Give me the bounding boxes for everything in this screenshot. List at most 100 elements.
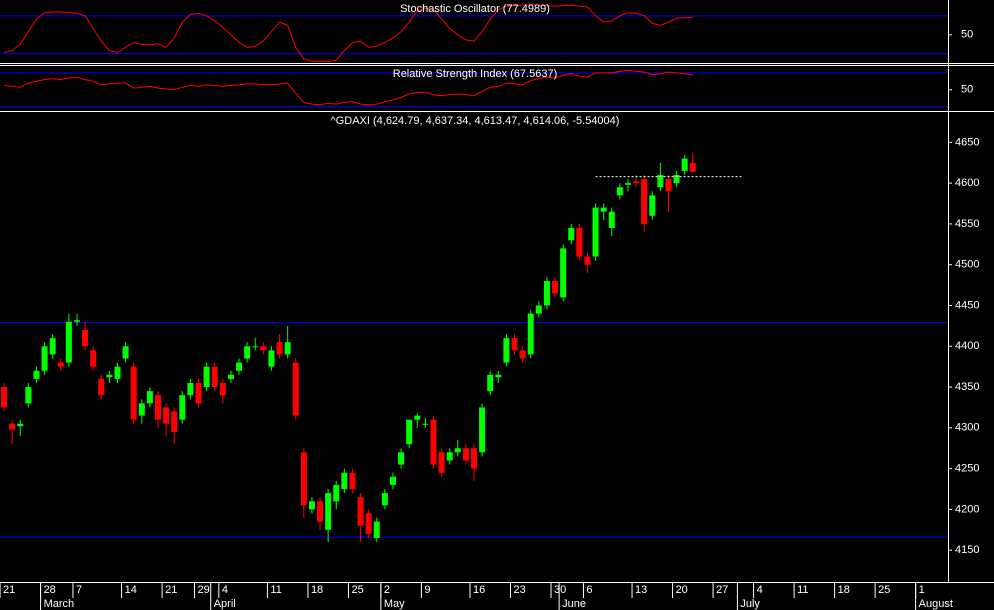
x-tick-label: 7 [76,584,82,596]
x-tick-label: 6 [586,584,592,596]
candle-body [438,452,445,473]
candle-body [155,395,161,420]
x-tick-label: 1 [919,584,925,596]
candle-body [414,415,421,420]
y-tick-label: 4450 [955,299,979,311]
candle-body [82,329,89,347]
month-label: March [44,598,75,610]
y-tick-label: 4500 [955,259,979,271]
x-tick-label: 2 [384,584,390,596]
candle-body [90,350,97,367]
x-tick-label: 14 [125,584,137,596]
candle-body [389,476,396,485]
candle-body [681,158,688,171]
candle-body [584,256,591,265]
stochastic-title: Stochastic Oscillator (77.4989) [400,3,550,15]
candle-body [633,181,640,184]
candle-body [308,501,315,510]
y-tick-label: 4400 [955,340,979,352]
x-tick-label: 11 [797,584,808,596]
candle-body [454,448,461,453]
y-tick-label: 4150 [955,544,979,556]
y-tick-label: 4550 [955,218,979,230]
candle-body [317,501,324,522]
candle-body [487,374,494,392]
candle-body [57,362,64,367]
candle-body [398,452,405,465]
candle-body [471,448,477,469]
candle-body [673,174,680,184]
candle-body [219,382,226,396]
y-tick-label: 4350 [955,381,979,393]
candle-body [592,207,599,257]
indicator-line [3,3,693,62]
candle-body [122,346,129,359]
candle-body [9,423,16,430]
candle-body [576,228,583,257]
month-label: June [562,598,586,610]
candle-body [495,374,502,378]
candle-body [163,407,170,424]
x-tick-label: 13 [635,584,647,596]
candle-body [114,366,121,379]
indicator-line [4,69,693,106]
x-tick-label: 4 [757,584,763,596]
candle-body [276,342,283,355]
candle-body [552,281,559,294]
x-tick-label: 21 [165,584,177,596]
x-tick-label: 28 [44,584,56,596]
x-tick-label: 29 [198,584,210,596]
x-tick-label: 18 [838,584,850,596]
candle-body [252,346,259,348]
y-tick-label: 4200 [955,503,979,515]
candle-body [300,452,307,506]
x-tick-label: 18 [311,584,323,596]
candle-body [365,513,372,534]
x-tick-label: 9 [424,584,430,596]
candle-body [462,448,469,461]
candle-body [268,350,275,367]
candle-body [195,382,202,404]
candle-body [479,407,486,453]
x-tick-label: 16 [473,584,485,596]
y-tick-label: 4600 [955,177,979,189]
candle-body [73,320,80,322]
candle-body [284,342,291,355]
candle-body [236,362,243,371]
candle-body [381,493,388,506]
candle-body [503,338,510,363]
candle-body [624,183,631,185]
x-tick-label: 23 [514,584,526,596]
candle-body [244,346,251,359]
candle-body [292,362,299,416]
candle-body [260,346,267,351]
candle-body [641,179,648,224]
candle-body [357,497,364,526]
candle-body [689,162,696,172]
candle-body [341,472,348,490]
candle-body [349,472,356,490]
candle-body [41,346,48,371]
candle-body [649,195,656,216]
x-tick-label: 25 [351,584,363,596]
y-tick-label: 50 [961,29,973,41]
candle-body [616,187,623,196]
candle-body [65,321,72,363]
month-label: July [740,598,760,610]
candle-body [406,419,413,445]
y-tick-label: 4250 [955,463,979,475]
candle-body [527,313,534,355]
candle-body [373,521,380,538]
y-tick-label: 50 [961,84,973,96]
candle-body [665,179,672,192]
x-tick-label: 4 [222,584,228,596]
candle-body [49,338,56,355]
candle-body [130,366,137,420]
candle-body [657,174,664,188]
candle-body [179,395,186,420]
candle-body [171,411,178,432]
candle-body [430,419,437,465]
x-tick-label: 21 [3,584,15,596]
